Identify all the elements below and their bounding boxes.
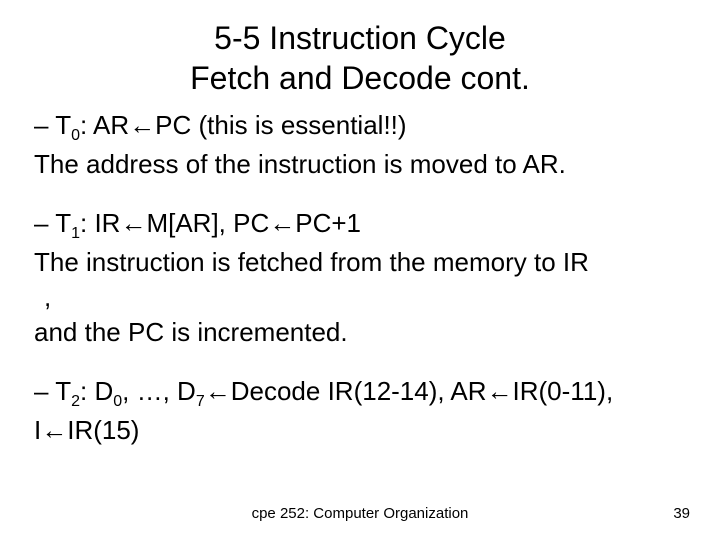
t1-comma: , <box>34 280 686 315</box>
t0-prefix: – T <box>34 110 71 140</box>
footer-course: cpe 252: Computer Organization <box>0 505 720 522</box>
slide-title: 5-5 Instruction Cycle Fetch and Decode c… <box>34 18 686 98</box>
t2-sub0: 0 <box>113 393 122 410</box>
t1-suffix: : IR←M[AR], PC←PC+1 <box>80 208 361 238</box>
title-line2-prefix: Fetch and Decode <box>190 60 460 96</box>
t1-desc2: and the PC is incremented. <box>34 315 686 350</box>
t1-prefix: – T <box>34 208 71 238</box>
t1-heading: – T1: IR←M[AR], PC←PC+1 <box>34 206 686 245</box>
t0-desc: The address of the instruction is moved … <box>34 147 686 182</box>
footer-page-number: 39 <box>673 505 690 522</box>
step-t0: – T0: AR←PC (this is essential!!) The ad… <box>34 108 686 182</box>
t2-sub7: 7 <box>196 393 205 410</box>
t2-prefix: – T <box>34 376 71 406</box>
t1-sub: 1 <box>71 225 80 242</box>
t2-mid2: , …, D <box>122 376 196 406</box>
t0-heading: – T0: AR←PC (this is essential!!) <box>34 108 686 147</box>
t2-suffix: ←Decode IR(12-14), AR←IR(0-11), I←IR(15) <box>34 376 613 445</box>
title-superscript: cont. <box>461 60 530 96</box>
t2-mid1: : D <box>80 376 113 406</box>
t2-sub: 2 <box>71 393 80 410</box>
t2-heading: – T2: D0, …, D7←Decode IR(12-14), AR←IR(… <box>34 374 686 448</box>
t0-suffix: : AR←PC (this is essential!!) <box>80 110 407 140</box>
step-t2: – T2: D0, …, D7←Decode IR(12-14), AR←IR(… <box>34 374 686 448</box>
title-line1: 5-5 Instruction Cycle <box>214 20 506 56</box>
step-t1: – T1: IR←M[AR], PC←PC+1 The instruction … <box>34 206 686 350</box>
t1-desc1: The instruction is fetched from the memo… <box>34 245 686 280</box>
t0-sub: 0 <box>71 127 80 144</box>
